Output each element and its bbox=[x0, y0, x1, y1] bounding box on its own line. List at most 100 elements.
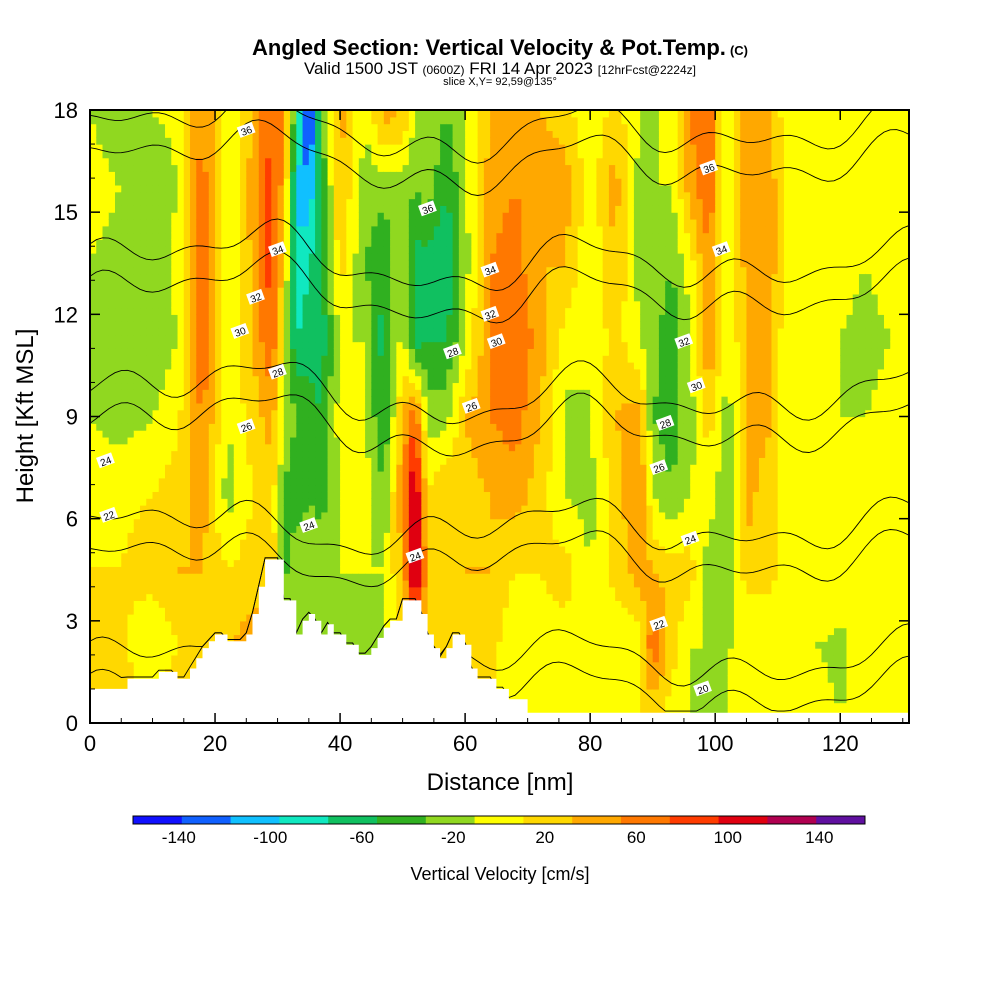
heat-cell bbox=[240, 184, 247, 193]
heat-cell bbox=[390, 178, 397, 186]
heat-cell bbox=[421, 157, 429, 166]
heat-cell bbox=[396, 178, 404, 186]
heat-cell bbox=[233, 498, 241, 506]
heat-cell bbox=[258, 171, 266, 179]
heat-cell bbox=[146, 273, 154, 281]
heat-cell bbox=[265, 389, 272, 397]
heat-cell bbox=[227, 116, 235, 125]
heat-cell bbox=[140, 368, 147, 377]
heat-cell bbox=[415, 511, 422, 520]
heat-cell bbox=[121, 389, 129, 397]
heat-cell bbox=[415, 150, 422, 159]
heat-cell bbox=[177, 157, 185, 166]
heat-cell bbox=[408, 470, 416, 479]
heat-cell bbox=[371, 280, 379, 288]
heat-cell bbox=[158, 218, 166, 227]
heat-cell bbox=[96, 368, 104, 377]
heat-cell bbox=[90, 225, 97, 234]
heat-cell bbox=[121, 164, 129, 172]
heat-cell bbox=[183, 314, 191, 322]
heat-cell bbox=[277, 477, 285, 486]
heat-cell bbox=[108, 232, 116, 241]
heat-cell bbox=[127, 586, 135, 595]
heat-cell bbox=[215, 620, 222, 629]
heat-cell bbox=[352, 273, 360, 281]
heat-cell bbox=[96, 661, 104, 670]
heat-cell bbox=[321, 232, 329, 241]
heat-cell bbox=[283, 205, 291, 213]
heat-cell bbox=[427, 607, 435, 615]
heat-cell bbox=[177, 150, 185, 159]
heat-cell bbox=[90, 307, 97, 315]
heat-cell bbox=[333, 212, 341, 220]
heat-cell bbox=[258, 157, 266, 166]
heat-cell bbox=[133, 566, 141, 574]
heat-cell bbox=[196, 321, 204, 329]
heat-cell bbox=[190, 654, 197, 663]
heat-cell bbox=[196, 470, 204, 479]
heat-cell bbox=[165, 505, 172, 513]
heat-cell bbox=[115, 273, 122, 281]
heat-cell bbox=[390, 198, 397, 206]
heat-cell bbox=[196, 150, 204, 159]
heat-cell bbox=[202, 396, 210, 404]
heat-cell bbox=[158, 287, 166, 295]
heat-cell bbox=[208, 157, 216, 166]
heat-cell bbox=[233, 110, 241, 118]
heat-cell bbox=[252, 566, 260, 574]
heat-cell bbox=[365, 321, 372, 329]
heat-cell bbox=[390, 259, 397, 268]
heat-cell bbox=[146, 518, 154, 527]
heat-cell bbox=[296, 178, 304, 186]
heat-cell bbox=[190, 607, 197, 615]
heat-cell bbox=[296, 545, 304, 554]
heat-cell bbox=[115, 341, 122, 349]
heat-cell bbox=[302, 436, 310, 445]
heat-cell bbox=[340, 559, 347, 567]
heat-cell bbox=[202, 579, 210, 588]
heat-cell bbox=[302, 123, 310, 132]
heat-cell bbox=[102, 470, 110, 479]
heat-cell bbox=[415, 518, 422, 527]
heat-cell bbox=[252, 498, 260, 506]
heat-cell bbox=[283, 178, 291, 186]
heat-cell bbox=[377, 593, 385, 601]
heat-cell bbox=[102, 464, 110, 472]
heat-cell bbox=[90, 491, 97, 499]
heat-cell bbox=[333, 484, 341, 493]
heat-cell bbox=[402, 150, 410, 159]
heat-cell bbox=[290, 559, 297, 567]
heat-cell bbox=[140, 137, 147, 145]
heat-cell bbox=[183, 144, 191, 152]
heat-cell bbox=[208, 205, 216, 213]
heat-cell bbox=[140, 225, 147, 234]
heat-cell bbox=[246, 532, 254, 540]
heat-cell bbox=[165, 600, 172, 608]
heat-cell bbox=[252, 123, 260, 132]
heat-cell bbox=[358, 539, 366, 547]
heat-cell bbox=[365, 436, 372, 445]
heat-cell bbox=[177, 464, 185, 472]
heat-cell bbox=[283, 362, 291, 370]
heat-cell bbox=[346, 191, 354, 200]
heat-cell bbox=[102, 396, 110, 404]
heat-cell bbox=[408, 450, 416, 458]
heat-cell bbox=[133, 668, 141, 676]
heat-cell bbox=[221, 232, 229, 241]
heat-cell bbox=[190, 511, 197, 520]
heat-cell bbox=[390, 484, 397, 493]
heat-cell bbox=[96, 300, 104, 309]
heat-cell bbox=[146, 477, 154, 486]
heat-cell bbox=[427, 505, 435, 513]
heat-cell bbox=[427, 164, 435, 172]
heat-cell bbox=[383, 368, 391, 377]
heat-cell bbox=[102, 423, 110, 431]
heat-cell bbox=[152, 334, 160, 343]
heat-cell bbox=[408, 314, 416, 322]
heat-cell bbox=[346, 402, 354, 411]
heat-cell bbox=[133, 641, 141, 649]
heat-cell bbox=[202, 484, 210, 493]
heat-cell bbox=[221, 620, 229, 629]
heat-cell bbox=[421, 253, 429, 261]
heat-cell bbox=[183, 280, 191, 288]
